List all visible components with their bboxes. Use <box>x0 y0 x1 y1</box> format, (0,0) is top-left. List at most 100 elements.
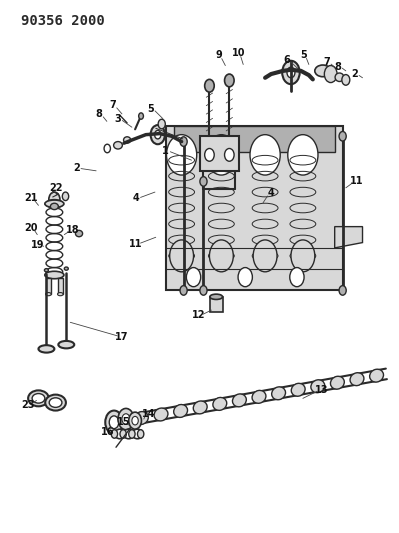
Circle shape <box>206 135 237 175</box>
Ellipse shape <box>335 73 344 82</box>
Text: 5: 5 <box>148 103 154 114</box>
Circle shape <box>139 113 143 119</box>
Circle shape <box>154 131 161 139</box>
Text: 23: 23 <box>21 400 34 410</box>
Circle shape <box>253 240 277 272</box>
Ellipse shape <box>115 429 126 439</box>
Ellipse shape <box>115 415 129 428</box>
Circle shape <box>158 119 165 129</box>
Ellipse shape <box>45 293 51 296</box>
Ellipse shape <box>123 429 134 439</box>
Text: 9: 9 <box>215 51 222 60</box>
Ellipse shape <box>134 411 148 424</box>
Text: 6: 6 <box>284 55 290 65</box>
Text: 90356 2000: 90356 2000 <box>21 14 104 28</box>
Ellipse shape <box>50 203 58 209</box>
Circle shape <box>186 268 201 287</box>
Circle shape <box>180 286 187 295</box>
Circle shape <box>238 268 253 287</box>
Ellipse shape <box>233 394 246 407</box>
Circle shape <box>166 135 197 175</box>
Ellipse shape <box>369 369 383 382</box>
Polygon shape <box>335 227 363 248</box>
Ellipse shape <box>330 376 344 389</box>
Text: 7: 7 <box>323 58 330 67</box>
Text: 18: 18 <box>66 225 80 236</box>
Text: 5: 5 <box>300 50 307 60</box>
Circle shape <box>118 408 134 430</box>
Bar <box>45 278 51 294</box>
Text: 2: 2 <box>351 69 358 79</box>
Bar <box>210 297 223 312</box>
Ellipse shape <box>45 271 64 279</box>
Ellipse shape <box>57 293 63 296</box>
Bar <box>166 126 343 290</box>
Circle shape <box>104 144 111 153</box>
Circle shape <box>205 149 214 161</box>
Circle shape <box>132 416 138 425</box>
Text: 4: 4 <box>132 193 139 204</box>
Ellipse shape <box>49 398 62 407</box>
Circle shape <box>324 66 337 83</box>
Circle shape <box>105 410 123 434</box>
Text: 8: 8 <box>96 109 103 119</box>
Circle shape <box>111 430 118 438</box>
Ellipse shape <box>132 429 143 439</box>
Text: 2: 2 <box>73 163 80 173</box>
Ellipse shape <box>32 393 45 403</box>
Ellipse shape <box>213 398 227 410</box>
Ellipse shape <box>272 387 286 400</box>
Text: 17: 17 <box>115 332 129 342</box>
Circle shape <box>209 240 233 272</box>
Circle shape <box>282 61 300 84</box>
Circle shape <box>129 430 135 438</box>
Circle shape <box>138 430 144 438</box>
Ellipse shape <box>350 373 364 386</box>
Text: 11: 11 <box>129 239 142 249</box>
Text: 20: 20 <box>24 223 38 233</box>
Text: 12: 12 <box>192 310 205 320</box>
Circle shape <box>250 135 280 175</box>
Text: 19: 19 <box>31 240 44 250</box>
Circle shape <box>62 192 69 200</box>
Ellipse shape <box>154 408 168 421</box>
Text: 22: 22 <box>49 183 62 193</box>
Ellipse shape <box>38 345 54 353</box>
Circle shape <box>109 416 119 429</box>
Circle shape <box>205 79 214 92</box>
Circle shape <box>49 192 60 207</box>
Ellipse shape <box>45 200 64 207</box>
Circle shape <box>150 125 165 144</box>
Circle shape <box>120 430 126 438</box>
Circle shape <box>200 176 207 186</box>
Circle shape <box>200 286 207 295</box>
Text: 11: 11 <box>350 176 363 187</box>
Ellipse shape <box>114 142 122 149</box>
Ellipse shape <box>291 383 305 396</box>
Circle shape <box>129 412 142 429</box>
Ellipse shape <box>64 267 68 270</box>
Text: 14: 14 <box>142 409 155 419</box>
Circle shape <box>122 414 130 424</box>
Text: 10: 10 <box>232 48 245 58</box>
Text: 13: 13 <box>315 385 329 395</box>
Text: 21: 21 <box>24 193 38 204</box>
Bar <box>200 136 239 171</box>
Ellipse shape <box>311 380 325 393</box>
Ellipse shape <box>252 390 266 403</box>
Circle shape <box>290 268 304 287</box>
Circle shape <box>339 132 346 141</box>
Circle shape <box>180 137 187 147</box>
Ellipse shape <box>315 65 331 77</box>
Bar <box>174 126 335 152</box>
Ellipse shape <box>193 401 207 414</box>
Circle shape <box>291 240 315 272</box>
Bar <box>57 278 63 294</box>
Text: 8: 8 <box>334 62 341 71</box>
Ellipse shape <box>174 405 188 417</box>
Ellipse shape <box>210 294 223 300</box>
Ellipse shape <box>124 137 131 143</box>
Ellipse shape <box>28 390 49 406</box>
Circle shape <box>339 286 346 295</box>
Text: 4: 4 <box>268 188 275 198</box>
